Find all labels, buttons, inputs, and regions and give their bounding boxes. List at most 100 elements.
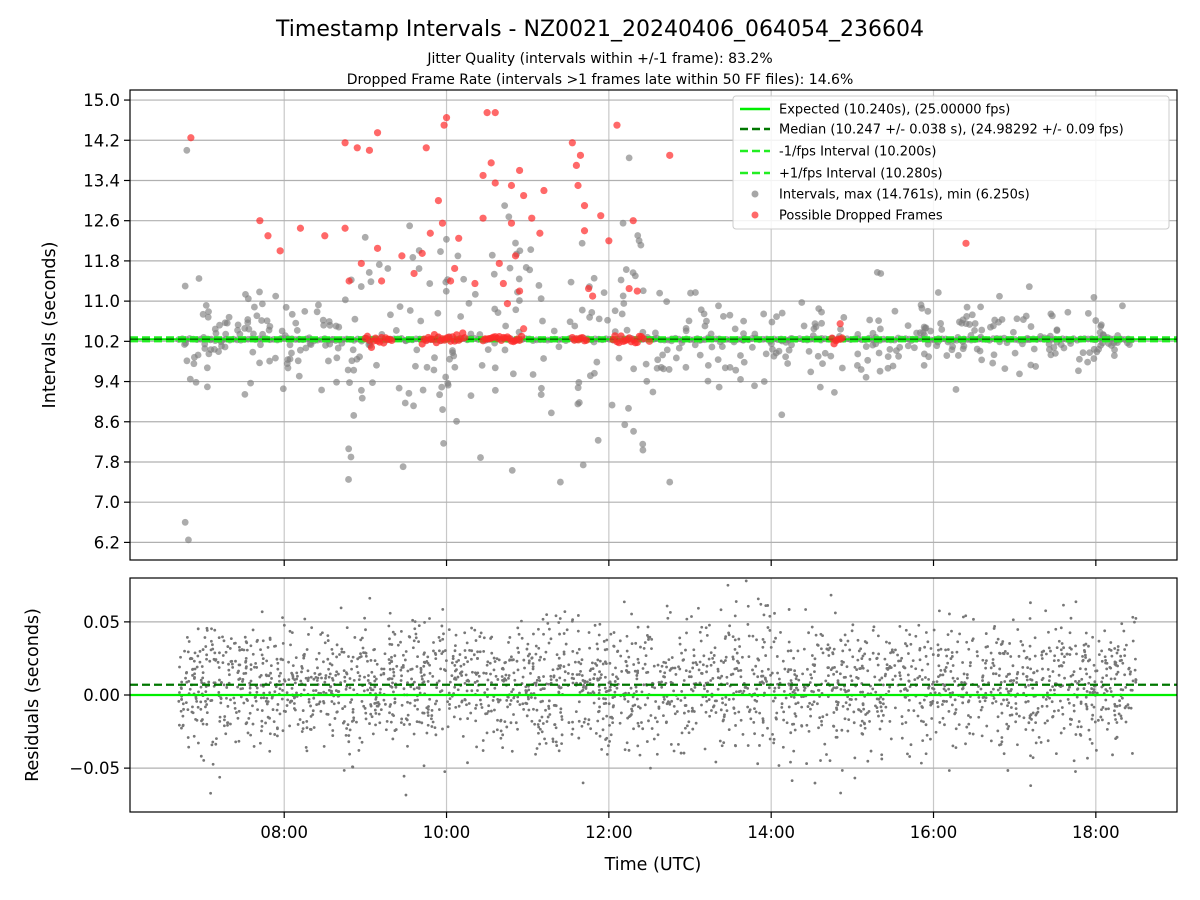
residual-point — [330, 677, 334, 680]
residual-point — [776, 671, 779, 675]
residual-point — [667, 701, 671, 705]
residual-point — [276, 703, 280, 706]
residual-point — [866, 759, 870, 763]
residual-point — [466, 717, 470, 720]
residual-point — [977, 695, 981, 699]
residual-point — [660, 685, 664, 689]
residual-point — [489, 709, 493, 713]
residual-point — [300, 730, 304, 733]
residual-point — [448, 697, 452, 701]
interval-point — [830, 388, 838, 396]
residual-point — [806, 705, 810, 708]
interval-point — [630, 365, 638, 373]
residual-point — [930, 717, 934, 720]
interval-point — [1048, 312, 1056, 320]
residual-point — [751, 668, 754, 672]
residual-point — [459, 664, 463, 668]
residual-point — [787, 682, 791, 686]
residual-point — [929, 703, 933, 707]
residual-point — [899, 689, 903, 693]
residual-point — [522, 707, 526, 711]
residual-point — [944, 689, 948, 693]
residual-point — [955, 650, 959, 654]
residual-point — [826, 643, 830, 647]
residual-point — [724, 659, 727, 662]
residual-point — [698, 681, 702, 685]
residual-point — [731, 655, 735, 659]
interval-point — [318, 386, 325, 394]
residual-point — [541, 722, 545, 725]
interval-point — [294, 357, 302, 365]
residual-point — [1054, 627, 1058, 631]
residual-point — [1088, 675, 1092, 679]
dropped-frame-point — [461, 334, 469, 342]
residual-point — [1003, 680, 1007, 683]
interval-point — [384, 265, 392, 272]
residual-point — [725, 709, 729, 713]
residual-point — [300, 670, 303, 674]
residual-point — [842, 660, 845, 664]
residual-point — [312, 696, 316, 700]
dropped-frame-point — [426, 229, 434, 237]
residual-point — [426, 723, 430, 727]
residual-point — [597, 691, 601, 695]
residual-point — [1095, 691, 1099, 695]
residual-point — [305, 720, 309, 723]
residual-point — [1093, 720, 1097, 724]
residual-point — [516, 727, 519, 731]
residual-point — [735, 666, 739, 670]
residual-point — [1022, 716, 1026, 720]
residual-point — [487, 709, 490, 713]
residual-point — [922, 698, 926, 702]
interval-point — [457, 313, 465, 320]
residual-point — [1024, 685, 1028, 689]
residual-point — [761, 734, 765, 737]
residual-point — [989, 739, 993, 743]
residual-point — [413, 698, 417, 702]
residual-point — [196, 705, 200, 709]
residual-point — [448, 707, 451, 710]
residual-point — [836, 679, 840, 683]
residual-point — [391, 737, 395, 741]
residual-point — [835, 686, 839, 689]
residual-point — [679, 699, 683, 702]
residual-point — [877, 652, 881, 656]
residual-point — [969, 661, 972, 664]
interval-point — [471, 290, 479, 298]
residual-point — [734, 724, 737, 727]
residual-point — [898, 674, 902, 677]
interval-point — [617, 276, 625, 284]
residual-point — [419, 670, 423, 674]
residual-point — [217, 666, 221, 669]
residual-point — [1100, 718, 1104, 722]
residual-point — [609, 715, 612, 719]
residual-point — [861, 690, 865, 694]
residual-point — [878, 727, 882, 731]
residual-point — [258, 675, 262, 679]
residual-point — [599, 676, 602, 680]
residual-point — [613, 690, 617, 694]
residual-point — [577, 736, 581, 740]
residual-point — [364, 654, 368, 658]
residual-point — [571, 681, 575, 685]
residual-point — [420, 675, 424, 678]
residual-point — [453, 685, 457, 689]
residual-point — [435, 686, 439, 690]
residual-point — [791, 722, 794, 726]
residual-point — [827, 648, 830, 652]
interval-point — [256, 288, 263, 296]
residual-point — [358, 736, 362, 740]
residual-point — [941, 673, 945, 677]
interval-point — [529, 371, 537, 378]
residual-point — [345, 727, 349, 730]
residual-point — [739, 675, 743, 679]
interval-point — [1111, 346, 1118, 354]
residual-point — [294, 656, 298, 660]
residual-point — [780, 705, 784, 709]
residual-point — [1090, 717, 1094, 721]
intervals-y-tick-label: 15.0 — [83, 91, 120, 110]
residual-point — [237, 669, 240, 673]
legend-expected: Expected (10.240s), (25.00000 fps) — [779, 103, 1010, 118]
interval-point — [778, 411, 786, 419]
residual-point — [951, 676, 955, 680]
